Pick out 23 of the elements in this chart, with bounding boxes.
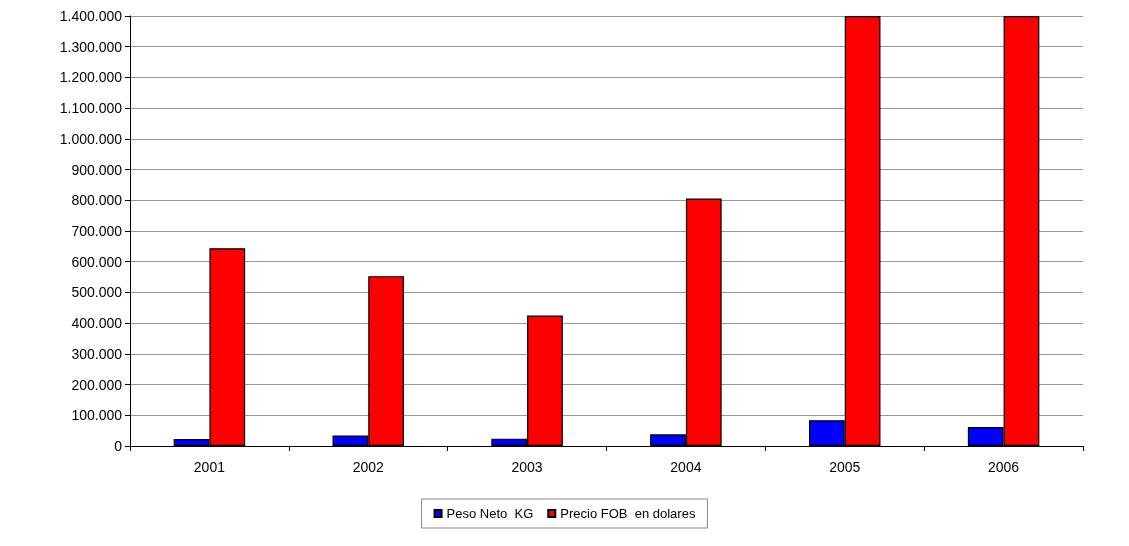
y-tick-label: 800.000	[71, 192, 123, 209]
y-tick-label: 900.000	[71, 161, 123, 178]
x-tick-label: 2003	[511, 459, 543, 475]
x-tick-label: 2006	[988, 459, 1020, 475]
y-tick-label: 1.200.000	[59, 69, 123, 86]
y-tick-label: 300.000	[71, 345, 123, 362]
y-tick-label: 100.000	[71, 407, 123, 424]
y-tick-label: 500.000	[71, 284, 123, 301]
y-tick-label: 1.300.000	[59, 38, 123, 55]
y-tick-label: 700.000	[71, 223, 123, 239]
y-tick-label: 0	[114, 438, 123, 454]
y-tick-label: 600.000	[71, 253, 123, 270]
legend-label: Peso Neto KG	[446, 506, 534, 521]
y-tick-label: 400.000	[71, 315, 123, 332]
y-tick-label: 1.000.000	[59, 130, 123, 147]
x-tick-label: 2004	[670, 459, 702, 475]
x-tick-label: 2001	[193, 459, 226, 475]
legend-label: Precio FOB en dolares	[560, 506, 696, 521]
y-tick-label: 200.000	[71, 376, 123, 393]
x-tick-label: 2005	[829, 459, 861, 475]
y-tick-label: 1.400.000	[59, 8, 123, 24]
y-tick-label: 1.100.000	[59, 100, 123, 117]
x-tick-label: 2002	[352, 459, 385, 475]
